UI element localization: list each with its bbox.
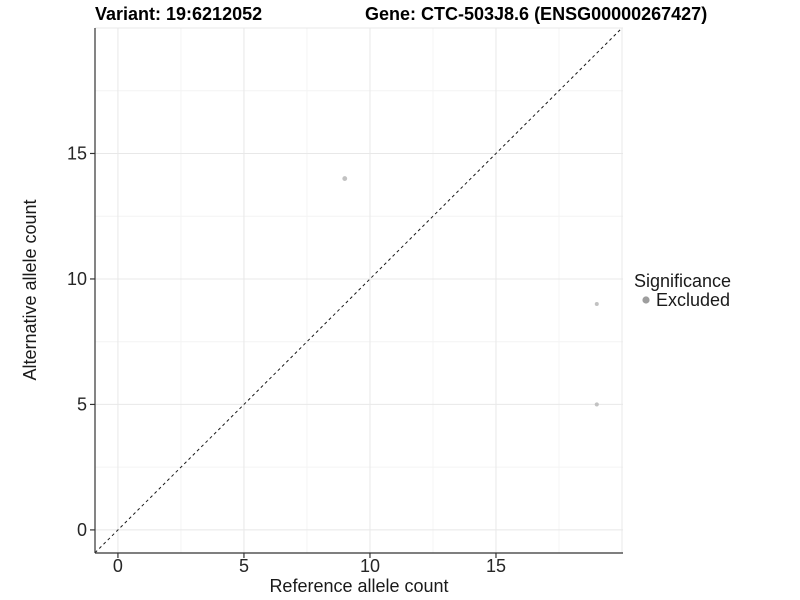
data-points: [342, 176, 599, 407]
axes: [90, 28, 623, 558]
plot-title-variant: Variant: 19:6212052: [95, 4, 262, 24]
y-tick-label: 5: [77, 394, 87, 414]
x-tick-label: 0: [113, 556, 123, 576]
data-point: [594, 302, 599, 307]
x-tick-label: 10: [360, 556, 380, 576]
legend-title: Significance: [634, 271, 731, 291]
tick-labels: 0 5 10 15 0 5 10 15: [67, 143, 506, 576]
x-tick-label: 15: [486, 556, 506, 576]
data-point: [594, 402, 599, 407]
legend-point-icon: [642, 296, 650, 304]
y-tick-label: 0: [77, 520, 87, 540]
y-axis-title: Alternative allele count: [20, 199, 40, 380]
y-tick-label: 15: [67, 143, 87, 163]
data-point: [342, 176, 348, 181]
plot-title-gene: Gene: CTC-503J8.6 (ENSG00000267427): [365, 4, 707, 24]
x-axis-title: Reference allele count: [269, 576, 448, 596]
legend-item-label: Excluded: [656, 290, 730, 310]
x-tick-label: 5: [239, 556, 249, 576]
identity-line: [94, 27, 623, 554]
gridlines: [95, 27, 623, 553]
y-tick-label: 10: [67, 269, 87, 289]
legend: Significance Excluded: [634, 271, 731, 310]
